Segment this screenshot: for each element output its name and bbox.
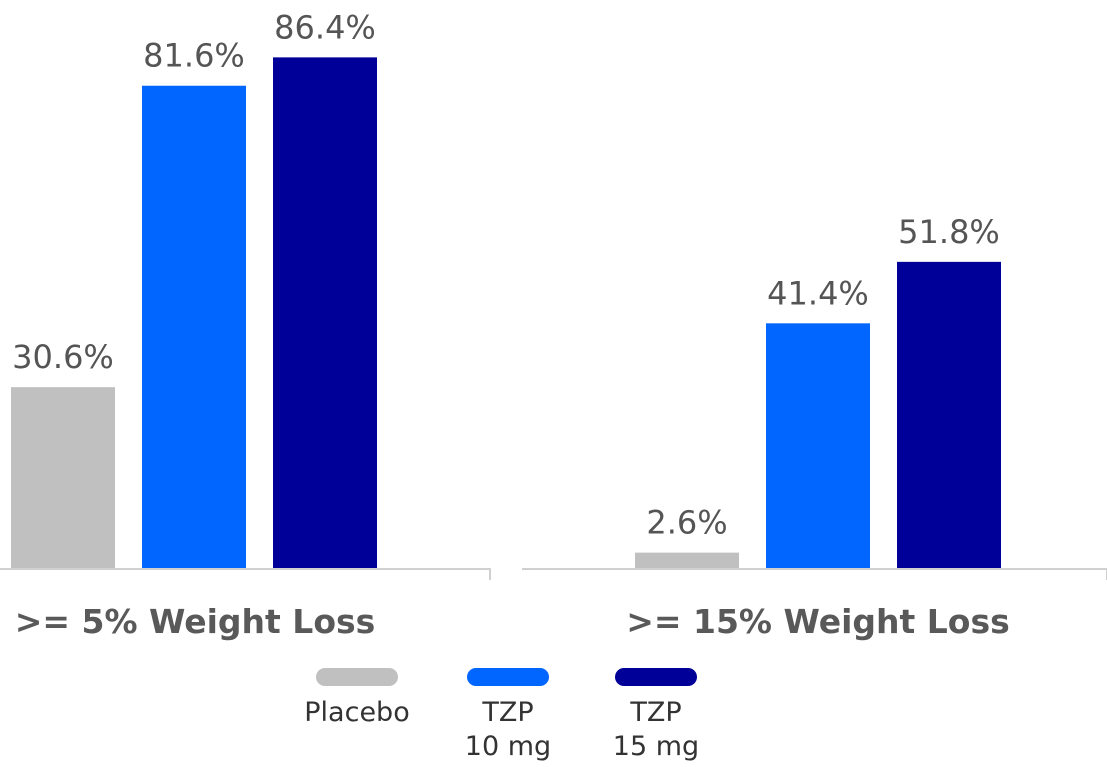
legend-item-tzp-10mg: TZP 10 mg xyxy=(443,660,573,764)
data-label-tzp-10-mg-group-2: 41.4% xyxy=(767,274,869,312)
bar-chart: 30.6% 81.6% 86.4% 2.6% 41.4% 51.8% >= 5% Weig… xyxy=(0,8,1107,641)
bar-tzp-10-mg-group-2 xyxy=(766,323,870,568)
legend-swatch-tzp-10mg xyxy=(467,668,549,686)
category-label-1: >= 5% Weight Loss xyxy=(15,602,376,641)
data-label-placebo-group-2: 2.6% xyxy=(646,504,727,542)
bar-placebo-group-1 xyxy=(11,387,115,568)
legend-item-placebo: Placebo xyxy=(292,660,422,730)
legend-item-tzp-15mg: TZP 15 mg xyxy=(591,660,721,764)
legend-label-tzp-10mg: TZP 10 mg xyxy=(464,697,552,762)
chart-legend: Placebo TZP 10 mg TZP 15 mg xyxy=(0,660,1107,767)
data-label-tzp-15-mg-group-2: 51.8% xyxy=(898,213,1000,251)
chart-category-labels: >= 5% Weight Loss >= 15% Weight Loss xyxy=(15,602,1010,641)
axis-baseline-1 xyxy=(0,568,491,580)
data-label-placebo-group-1: 30.6% xyxy=(12,338,114,376)
bar-tzp-10-mg-group-1 xyxy=(142,85,246,568)
chart-baselines xyxy=(0,568,1107,580)
chart-data-labels: 30.6% 81.6% 86.4% 2.6% 41.4% 51.8% xyxy=(12,8,1000,541)
bar-tzp-15-mg-group-1 xyxy=(273,57,377,568)
chart-bars xyxy=(11,57,1001,568)
legend-swatch-tzp-15mg xyxy=(615,668,697,686)
bar-tzp-15-mg-group-2 xyxy=(897,261,1001,568)
bar-placebo-group-2 xyxy=(635,552,739,568)
legend-swatch-placebo xyxy=(316,668,398,686)
data-label-tzp-15-mg-group-1: 86.4% xyxy=(274,8,376,46)
category-label-2: >= 15% Weight Loss xyxy=(626,602,1010,641)
data-label-tzp-10-mg-group-1: 81.6% xyxy=(143,37,245,75)
legend-label-placebo: Placebo xyxy=(304,697,410,728)
axis-baseline-2 xyxy=(522,568,1107,580)
legend-label-tzp-15mg: TZP 15 mg xyxy=(612,697,700,762)
